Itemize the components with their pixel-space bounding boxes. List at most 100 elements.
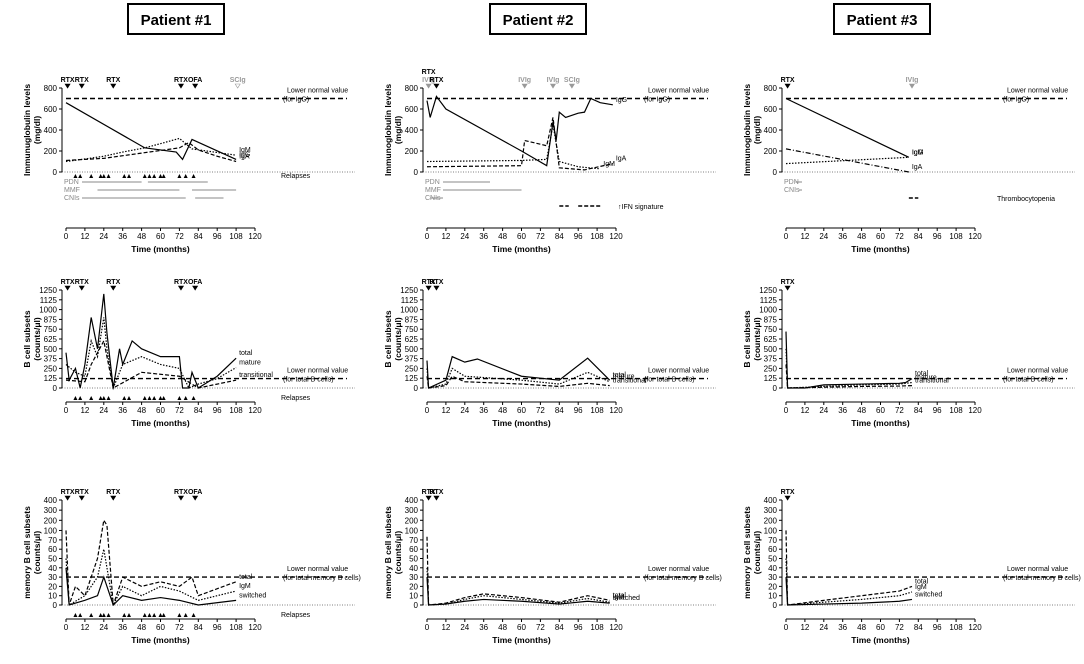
- y-axis-label: memory B cell subsets: [742, 506, 752, 599]
- relapse-marker: [73, 174, 78, 178]
- y-tick-label: 750: [44, 325, 58, 334]
- treatment-label-scig: SCIg: [564, 77, 580, 84]
- series-label-igg: IgG: [616, 97, 627, 104]
- series-total: [426, 355, 611, 389]
- x-tick-label: 84: [555, 623, 564, 632]
- x-tick-label: 84: [914, 406, 923, 415]
- reference-label-detail: (for total B cells): [644, 377, 695, 384]
- y-tick-label: 40: [768, 564, 777, 573]
- x-tick-label: 120: [968, 623, 982, 632]
- series-total: [785, 530, 913, 606]
- treatment-label-rtx: RTX: [61, 489, 75, 496]
- treatment-label-rtx: RTX: [61, 279, 75, 286]
- patient-3-title-text: Patient #3: [847, 12, 918, 29]
- x-tick-label: 24: [99, 623, 108, 632]
- relapse-marker: [106, 174, 111, 178]
- treatment-label-rtx: RTX: [781, 279, 795, 286]
- x-axis-label: Time (months): [131, 418, 190, 428]
- x-tick-label: 96: [933, 406, 942, 415]
- relapse-marker: [177, 613, 182, 617]
- x-tick-label: 48: [137, 623, 146, 632]
- relapse-marker: [127, 613, 131, 617]
- series-transitional: [65, 339, 237, 389]
- treatment-marker-ivig: [908, 83, 916, 89]
- x-tick-label: 108: [949, 232, 963, 241]
- y-tick-label: 50: [48, 555, 57, 564]
- x-tick-label: 72: [175, 232, 184, 241]
- patient-3-title-box: [833, 3, 931, 35]
- y-axis-unit-label: (counts/μl): [393, 531, 403, 575]
- x-tick-label: 108: [229, 406, 243, 415]
- treatment-marker-ivig: [521, 83, 528, 89]
- relapse-marker: [106, 396, 111, 400]
- patient-1-title: Patient #1: [127, 3, 225, 35]
- y-tick-label: 200: [44, 516, 58, 525]
- treatment-label-rtx: RTX: [422, 279, 436, 286]
- treatment-marker-scig: [568, 83, 575, 89]
- x-tick-label: 72: [175, 623, 184, 632]
- series-label-total: total: [239, 574, 253, 581]
- treatment-label-rtx: RTX: [75, 489, 89, 496]
- relapse-marker: [101, 396, 106, 400]
- y-tick-label: 10: [409, 592, 418, 601]
- y-axis-unit-label: (counts/μl): [32, 531, 42, 575]
- x-tick-label: 36: [118, 406, 127, 415]
- relapse-marker: [122, 613, 127, 617]
- treatment-label-rtx: RTX: [781, 489, 795, 496]
- series-label-total: total: [239, 350, 253, 357]
- series-total: [65, 518, 237, 606]
- y-tick-label: 50: [409, 555, 418, 564]
- treatment-label-ofa: OFA: [188, 77, 202, 84]
- series-mature: [785, 348, 913, 389]
- treatment-marker-rtx: [177, 495, 185, 501]
- series-total: [426, 536, 610, 606]
- x-tick-label: 84: [194, 623, 203, 632]
- treatment-marker-rtx: [433, 285, 440, 291]
- series-label-transitional: transitional: [915, 378, 949, 385]
- x-axis-label: Time (months): [131, 244, 190, 254]
- relapse-marker: [158, 613, 163, 617]
- y-tick-label: 875: [44, 315, 58, 324]
- y-tick-label: 625: [405, 335, 419, 344]
- x-tick-label: 120: [248, 406, 262, 415]
- y-tick-label: 70: [409, 536, 418, 545]
- patient-2-title-box: [489, 3, 587, 35]
- x-tick-label: 60: [876, 623, 885, 632]
- y-tick-label: 1250: [759, 286, 777, 295]
- x-tick-label: 108: [590, 406, 604, 415]
- y-tick-label: 0: [414, 601, 419, 610]
- x-tick-label: 36: [838, 623, 847, 632]
- y-tick-label: 0: [773, 168, 778, 177]
- relapse-marker: [191, 613, 196, 617]
- treatment-label-rtx: RTX: [106, 279, 120, 286]
- x-tick-label: 60: [517, 232, 526, 241]
- series-igg: [65, 102, 237, 161]
- series-label-total: total: [915, 578, 929, 585]
- reference-label: Lower normal value: [1007, 88, 1068, 95]
- x-tick-label: 12: [80, 406, 89, 415]
- treatment-marker-rtx: [64, 495, 71, 501]
- y-tick-label: 125: [44, 374, 58, 383]
- x-tick-label: 48: [498, 623, 507, 632]
- y-tick-label: 300: [405, 506, 419, 515]
- relapse-marker: [191, 396, 196, 400]
- patient-1-title-box: [127, 3, 225, 35]
- treatment-marker-rtx: [110, 495, 117, 501]
- y-tick-label: 100: [764, 526, 778, 535]
- treatment-marker-rtx: [64, 83, 71, 89]
- x-tick-label: 24: [819, 406, 828, 415]
- x-tick-label: 12: [441, 406, 450, 415]
- reference-label-detail: (for total memory B cells): [644, 575, 722, 582]
- x-tick-label: 72: [175, 406, 184, 415]
- series-label-igm: IgM: [613, 594, 625, 601]
- x-tick-label: 48: [857, 406, 866, 415]
- x-tick-label: 36: [838, 232, 847, 241]
- treatment-marker-rtx: [784, 495, 791, 501]
- y-tick-label: 20: [409, 582, 418, 591]
- relapse-marker: [142, 613, 147, 617]
- treatment-label-rtx: RTX: [75, 77, 89, 84]
- series-igm: [65, 549, 237, 607]
- y-axis-label: Immunoglobulin levels: [383, 84, 393, 176]
